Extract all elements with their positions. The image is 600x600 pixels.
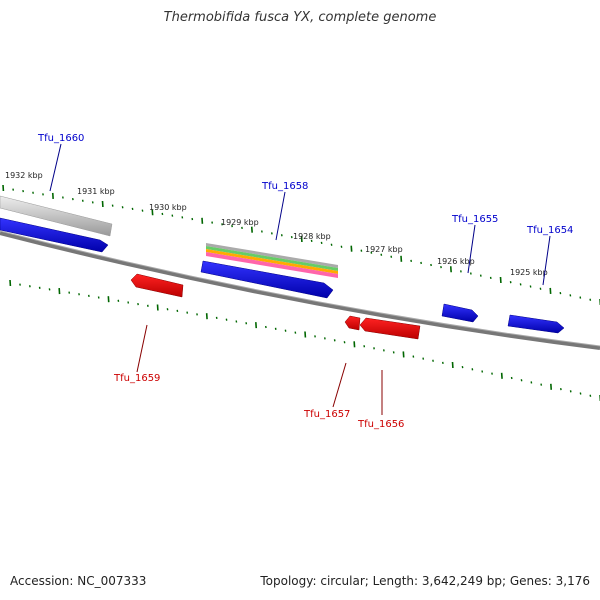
leader-line-tfu-1659: [136, 324, 148, 373]
kbp-label: 1930 kbp: [149, 203, 187, 212]
leader-line-tfu-1658: [275, 191, 286, 241]
gene-tfu-1660-arrow[interactable]: [0, 217, 109, 253]
gene-label-tfu-1658[interactable]: Tfu_1658: [261, 181, 308, 192]
genome-backbone-highlight: [0, 230, 600, 347]
accession-label: Accession: NC_007333: [10, 574, 147, 588]
genome-stats-label: Topology: circular; Length: 3,642,249 bp…: [260, 574, 590, 588]
gene-tfu-1654-arrow[interactable]: [507, 314, 565, 334]
gene-label-tfu-1657[interactable]: Tfu_1657: [303, 409, 350, 420]
feature-band-green: [206, 246, 338, 271]
gene-tfu-1658-arrow[interactable]: [200, 260, 334, 299]
feature-band-grey-2: [206, 243, 338, 268]
genome-backbone: [0, 231, 600, 350]
map-title: Thermobifida fusca YX, complete genome: [163, 10, 437, 25]
kbp-label: 1929 kbp: [221, 218, 259, 227]
kbp-label: 1925 kbp: [510, 268, 548, 277]
leader-line-tfu-1654: [542, 235, 551, 286]
gene-label-tfu-1654[interactable]: Tfu_1654: [526, 225, 573, 236]
leader-line-tfu-1660: [49, 143, 62, 192]
forward-tick-row: [2, 184, 600, 306]
gene-label-tfu-1656[interactable]: Tfu_1656: [357, 419, 404, 430]
kbp-label: 1931 kbp: [77, 187, 115, 196]
gene-label-tfu-1659[interactable]: Tfu_1659: [113, 373, 160, 384]
feature-band-pink: [206, 252, 338, 278]
leader-line-tfu-1657: [332, 362, 347, 408]
kbp-label: 1932 kbp: [5, 171, 43, 180]
reverse-tick-row: [9, 279, 600, 402]
feature-band-orange: [206, 249, 338, 274]
kbp-label: 1927 kbp: [365, 245, 403, 254]
gene-label-tfu-1655[interactable]: Tfu_1655: [451, 214, 498, 225]
kbp-label: 1928 kbp: [293, 232, 331, 241]
gene-tfu-1656-arrow[interactable]: [359, 317, 421, 340]
kbp-label: 1926 kbp: [437, 257, 475, 266]
gene-tfu-1657-arrow[interactable]: [344, 315, 361, 331]
feature-band-grey: [0, 195, 113, 237]
gene-tfu-1655-arrow[interactable]: [441, 303, 479, 323]
gene-tfu-1659-arrow[interactable]: [130, 273, 184, 298]
gene-label-tfu-1660[interactable]: Tfu_1660: [37, 133, 84, 144]
leader-line-tfu-1655: [467, 224, 476, 274]
